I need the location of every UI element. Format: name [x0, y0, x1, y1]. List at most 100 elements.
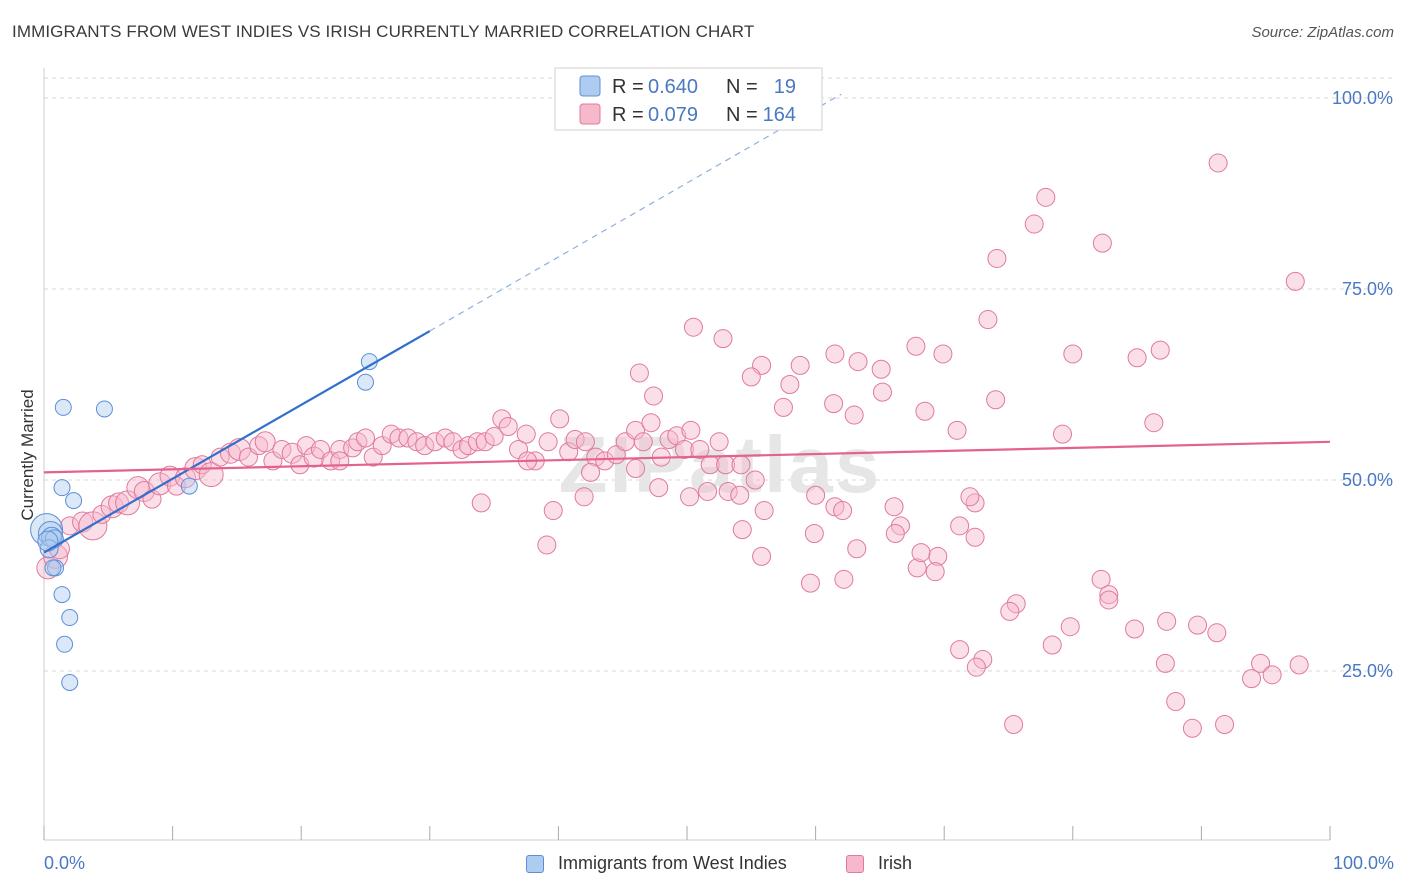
- irish-point: [885, 523, 905, 543]
- irish-point: [915, 401, 935, 421]
- r-value: 0.079: [648, 104, 698, 126]
- r-value: 0.640: [648, 76, 698, 98]
- irish-point: [626, 420, 646, 440]
- n-value: 19: [774, 76, 796, 98]
- irish-point: [947, 420, 967, 440]
- irish-point: [550, 409, 570, 429]
- irish-point: [674, 439, 694, 459]
- legend-label-irish: Irish: [878, 853, 913, 873]
- irish-point: [492, 409, 512, 429]
- irish-point: [159, 465, 181, 487]
- irish-point: [825, 344, 845, 364]
- irish-point: [633, 432, 653, 452]
- irish-point: [1251, 653, 1271, 673]
- chart-title: IMMIGRANTS FROM WEST INDIES VS IRISH CUR…: [12, 22, 755, 41]
- irish-point: [356, 428, 375, 448]
- irish-point: [516, 424, 536, 444]
- irish-point: [752, 546, 772, 566]
- irish-point: [644, 386, 664, 406]
- west-indies-point: [61, 609, 79, 627]
- source-label: Source: ZipAtlas.com: [1251, 24, 1394, 41]
- west-indies-point: [53, 586, 71, 604]
- irish-point: [741, 367, 761, 387]
- irish-point: [581, 462, 601, 482]
- irish-point: [773, 397, 793, 417]
- west-indies-trend-line: [43, 330, 431, 554]
- irish-point: [254, 431, 276, 453]
- irish-point: [698, 481, 718, 501]
- irish-point: [1024, 214, 1044, 234]
- irish-point: [911, 543, 931, 563]
- irish-point: [1127, 348, 1147, 368]
- r-label: R =: [612, 76, 644, 98]
- series-legend: Immigrants from West Indies Irish: [0, 850, 1406, 880]
- y-tick-label: 75.0%: [1342, 279, 1393, 299]
- west-indies-point: [56, 635, 74, 653]
- irish-point: [933, 344, 953, 364]
- irish-point: [806, 485, 826, 505]
- irish-point: [303, 446, 325, 468]
- irish-point: [907, 558, 927, 578]
- stats-swatch: [579, 103, 601, 125]
- irish-point: [973, 650, 993, 670]
- irish-point: [575, 432, 595, 452]
- irish-point: [683, 317, 703, 337]
- irish-point: [713, 329, 733, 349]
- irish-trend-line: [43, 440, 1331, 474]
- grid-lines: 100.0% 75.0% 50.0% 25.0%: [44, 77, 1393, 681]
- irish-point: [844, 405, 864, 425]
- irish-point: [800, 573, 820, 593]
- irish-point: [834, 569, 854, 589]
- irish-point: [718, 481, 738, 501]
- irish-point: [731, 455, 751, 475]
- irish-point: [680, 487, 700, 507]
- y-tick-label: 100.0%: [1332, 88, 1393, 108]
- irish-point: [1188, 615, 1208, 635]
- irish-point: [296, 436, 316, 456]
- irish-point: [498, 417, 518, 437]
- irish-point: [1150, 340, 1170, 360]
- irish-point: [965, 493, 985, 513]
- irish-point: [1092, 233, 1112, 253]
- n-label: N =: [726, 76, 758, 98]
- irish-point: [1091, 569, 1111, 589]
- irish-point: [1215, 714, 1235, 734]
- irish-point: [343, 438, 363, 458]
- irish-point: [330, 451, 350, 471]
- irish-point: [833, 501, 853, 521]
- irish-point: [824, 394, 844, 414]
- legend-item-west-indies[interactable]: Immigrants from West Indies: [526, 853, 787, 874]
- irish-point: [950, 640, 970, 660]
- irish-point: [848, 352, 868, 372]
- stats-swatch: [579, 75, 601, 97]
- irish-point: [804, 523, 824, 543]
- irish-point: [872, 382, 892, 402]
- irish-point: [754, 501, 774, 521]
- west-indies-point: [37, 530, 59, 552]
- irish-point: [950, 516, 970, 536]
- irish-point: [475, 432, 495, 452]
- irish-point: [884, 497, 904, 517]
- r-label: R =: [612, 104, 644, 126]
- west-indies-point: [180, 477, 198, 495]
- y-tick-label: 25.0%: [1342, 661, 1393, 681]
- irish-point: [484, 426, 504, 446]
- irish-point: [978, 310, 998, 330]
- west-indies-trend-extension: [429, 93, 842, 332]
- west-indies-point: [54, 398, 72, 416]
- west-indies-point: [53, 479, 71, 497]
- west-indies-point: [95, 400, 113, 418]
- irish-point: [709, 432, 729, 452]
- irish-point: [626, 459, 646, 479]
- legend-item-irish[interactable]: Irish: [846, 853, 912, 874]
- irish-point: [1166, 692, 1186, 712]
- stats-legend: R = 0.640 N = 19 R = 0.079 N = 164: [554, 67, 823, 131]
- irish-point: [871, 359, 891, 379]
- west-indies-point: [65, 492, 83, 510]
- irish-swatch: [846, 854, 864, 873]
- irish-point: [1157, 611, 1177, 631]
- irish-point: [966, 657, 986, 677]
- west-indies-swatch: [526, 854, 544, 873]
- irish-point: [1063, 344, 1083, 364]
